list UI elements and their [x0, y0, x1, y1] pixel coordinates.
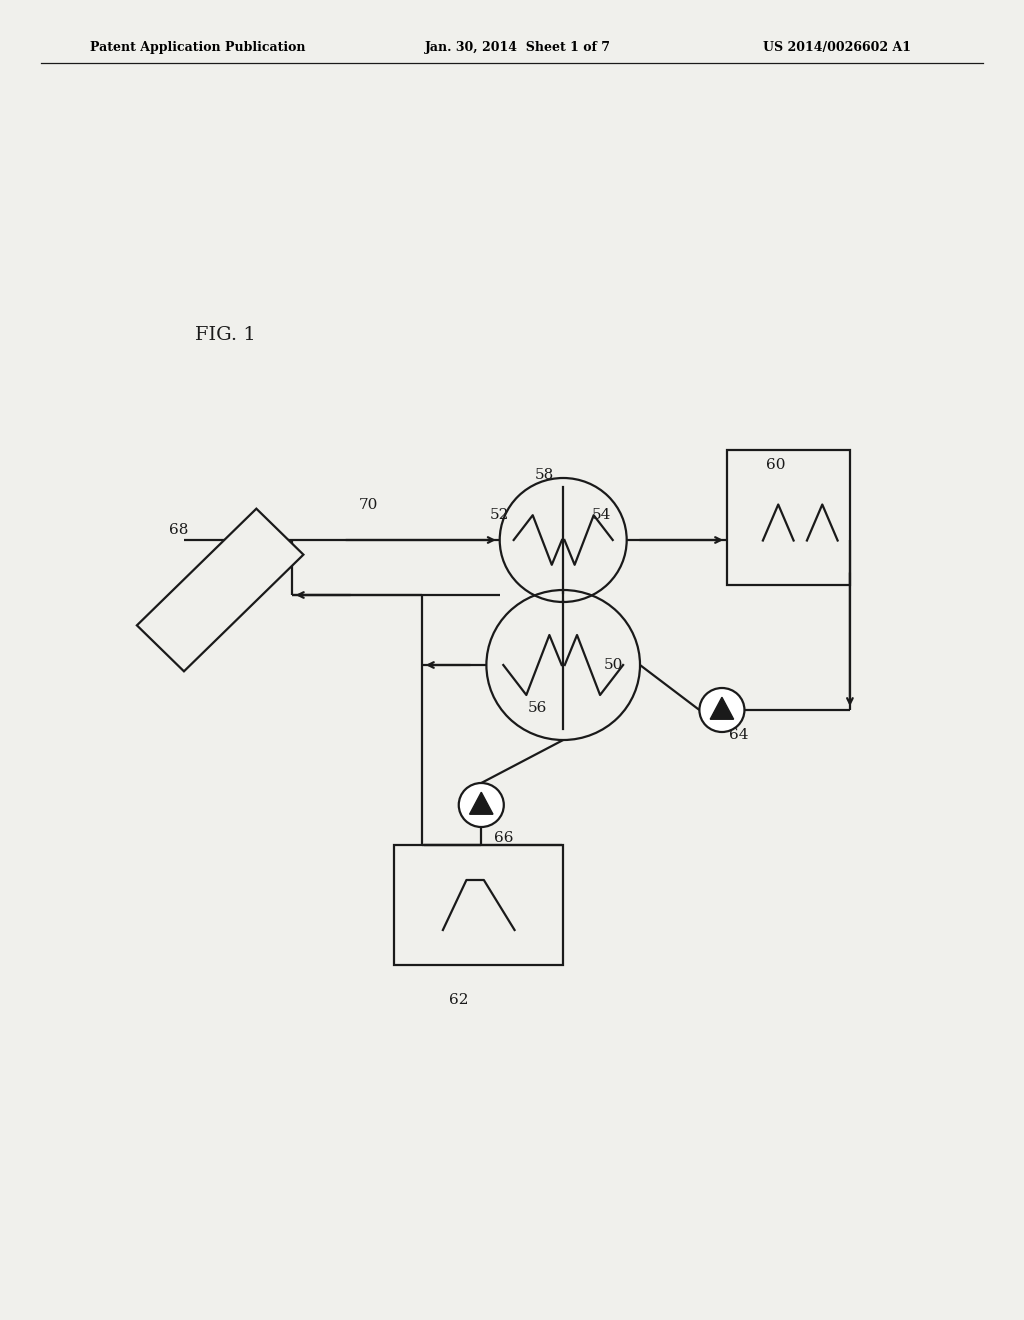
Text: 50: 50	[604, 657, 624, 672]
Text: 58: 58	[535, 469, 554, 482]
Polygon shape	[711, 697, 733, 719]
Text: FIG. 1: FIG. 1	[195, 326, 255, 345]
Text: Patent Application Publication: Patent Application Publication	[90, 41, 305, 54]
Circle shape	[459, 783, 504, 828]
Text: Jan. 30, 2014  Sheet 1 of 7: Jan. 30, 2014 Sheet 1 of 7	[425, 41, 611, 54]
Text: 66: 66	[494, 832, 513, 845]
Text: 64: 64	[729, 729, 749, 742]
Polygon shape	[470, 792, 493, 814]
Text: 52: 52	[489, 508, 509, 521]
Text: 60: 60	[766, 458, 785, 473]
Bar	[394, 845, 563, 965]
Bar	[727, 450, 850, 585]
Polygon shape	[137, 508, 303, 672]
Text: 62: 62	[449, 993, 468, 1007]
Text: 56: 56	[527, 701, 547, 715]
Circle shape	[699, 688, 744, 733]
Text: US 2014/0026602 A1: US 2014/0026602 A1	[763, 41, 911, 54]
Text: 54: 54	[592, 508, 611, 521]
Text: 68: 68	[169, 523, 188, 537]
Text: 70: 70	[358, 498, 378, 512]
